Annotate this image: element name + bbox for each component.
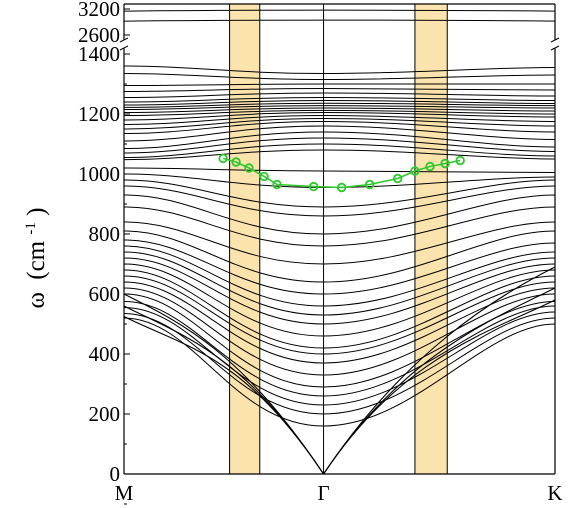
mid-band-6: [124, 206, 555, 247]
axis-break-right: [550, 37, 560, 51]
y-tick-label-3200: 3200: [78, 0, 120, 21]
mid-band-21: [124, 313, 555, 415]
y-tick-label-1200: 1200: [78, 102, 120, 126]
mid-band-19: [124, 301, 555, 397]
mid-band-20: [124, 307, 555, 406]
optical-band-1: [124, 65, 555, 75]
highlight-regions: [229, 3, 448, 475]
optical-band-3: [124, 83, 555, 86]
optical-band-16: [124, 125, 555, 142]
y-tick-label-600: 600: [89, 282, 121, 306]
optical-band-5: [124, 92, 555, 98]
highlight-point-3: [244, 163, 254, 173]
y-tick-label-2600: 2600: [78, 23, 120, 47]
y-axis-unit-close: ): [23, 208, 50, 216]
y-tick-label-1000: 1000: [78, 162, 120, 186]
x-tick-label-3: K: [547, 481, 562, 505]
upper-band-2: [123, 19, 556, 22]
optical-band-4: [124, 87, 555, 92]
highlight-point-2: [231, 157, 241, 167]
optical-band-6: [124, 96, 555, 103]
optical-band-20: [124, 149, 555, 161]
optical-band-13: [124, 114, 555, 125]
x-tick-label-2: Γ: [317, 481, 329, 505]
optical-band-18: [124, 137, 555, 154]
highlight-point-7: [336, 182, 347, 193]
mid-band-15: [124, 275, 555, 355]
highlight-region-2: [414, 3, 448, 475]
y-tick-label-800: 800: [89, 222, 121, 246]
highlight-point-4: [259, 171, 269, 182]
y-axis-unit-exp: -1: [23, 222, 39, 235]
y-axis-title: ω (cm -1 ): [14, 208, 50, 309]
highlight-line: [222, 157, 461, 189]
mid-band-9: [124, 239, 555, 295]
mid-band-5: [124, 194, 555, 235]
highlight-point-8: [364, 179, 375, 190]
highlight-point-11: [425, 161, 435, 172]
optical-band-19: [124, 143, 555, 158]
y-tick-label-200: 200: [89, 402, 121, 426]
highlight-point-13: [455, 155, 465, 166]
mid-band-8: [124, 230, 555, 283]
y-tick-label-0: 0: [110, 462, 121, 486]
x-tick-label-1: M: [115, 481, 134, 505]
highlight-point-1: [218, 153, 228, 164]
lower-panel-bands: [124, 65, 555, 474]
acoustic-band-2: [124, 287, 555, 474]
highlight-point-9: [392, 173, 403, 184]
optical-band-2: [124, 73, 555, 81]
y-axis-symbol: ω: [23, 292, 50, 308]
y-tick-label-400: 400: [89, 342, 121, 366]
highlight-series: [218, 153, 465, 193]
mid-band-7: [124, 221, 555, 265]
highlight-point-12: [440, 158, 450, 169]
mid-band-16: [124, 281, 555, 364]
optical-band-17: [124, 131, 555, 149]
plot-frame: [119, 3, 560, 475]
highlight-point-5: [272, 179, 282, 190]
y-axis-unit-open: (cm: [23, 240, 50, 279]
y-tick-label-1400: 1400: [78, 42, 120, 66]
mid-band-1: [124, 167, 555, 173]
mid-band-13: [124, 263, 555, 337]
dispersion-bands: [123, 9, 556, 474]
axis-break-left: [119, 37, 129, 51]
upper-band-1: [123, 9, 556, 12]
highlight-point-10: [410, 166, 420, 176]
highlight-point-6: [308, 181, 319, 192]
